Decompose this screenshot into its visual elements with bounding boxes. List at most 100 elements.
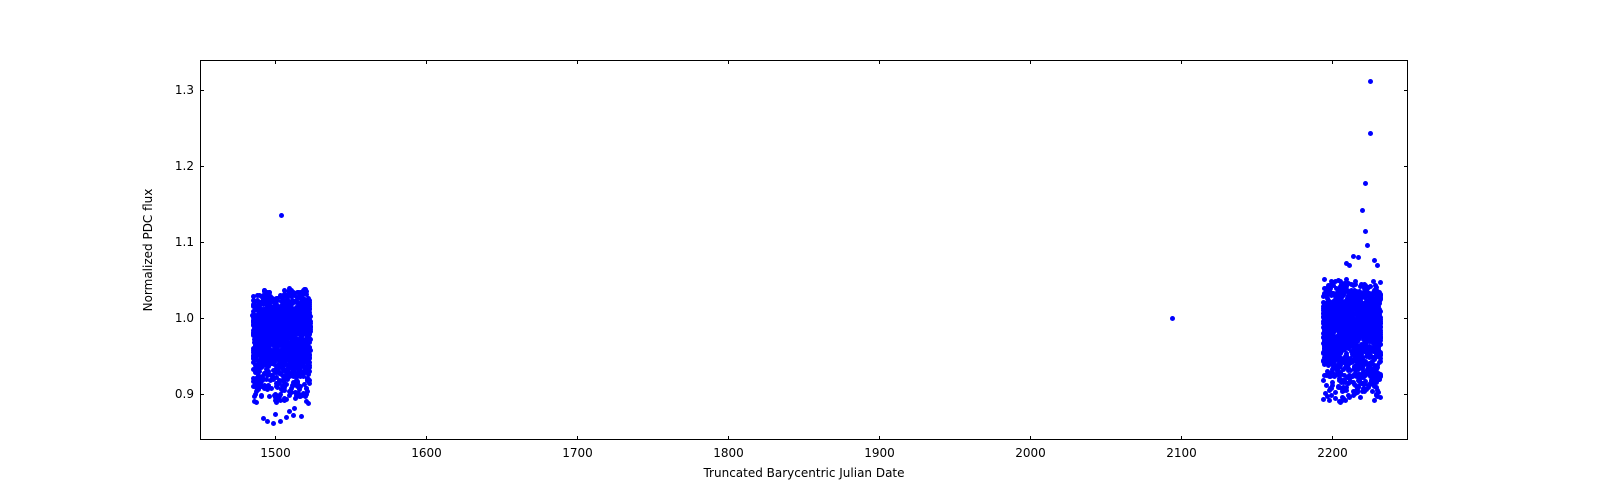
scatter-point <box>305 378 310 383</box>
scatter-point <box>1369 300 1374 305</box>
y-tick-label: 1.3 <box>175 83 194 97</box>
x-axis-label: Truncated Barycentric Julian Date <box>703 466 904 480</box>
y-tick-label: 1.2 <box>175 159 194 173</box>
scatter-point <box>256 361 261 366</box>
y-tick-label: 1.0 <box>175 311 194 325</box>
scatter-point <box>264 377 269 382</box>
x-tick <box>426 436 427 440</box>
scatter-point <box>1322 373 1327 378</box>
x-tick-label: 1500 <box>260 446 291 460</box>
scatter-point <box>284 415 289 420</box>
scatter-point <box>1378 374 1383 379</box>
scatter-point <box>1375 334 1380 339</box>
scatter-point <box>296 327 301 332</box>
scatter-point <box>281 374 286 379</box>
scatter-point <box>296 347 301 352</box>
scatter-point <box>1375 309 1380 314</box>
scatter-point <box>1333 390 1338 395</box>
scatter-point <box>267 394 272 399</box>
scatter-point <box>1342 321 1347 326</box>
y-tick <box>200 90 204 91</box>
scatter-point <box>272 304 277 309</box>
scatter-point <box>1363 181 1368 186</box>
scatter-point <box>1376 300 1381 305</box>
scatter-point <box>295 359 300 364</box>
x-tick <box>1030 436 1031 440</box>
scatter-point <box>259 347 264 352</box>
scatter-point <box>1351 254 1356 259</box>
y-tick <box>1404 394 1408 395</box>
y-tick <box>200 242 204 243</box>
scatter-point <box>1347 263 1352 268</box>
scatter-point <box>1322 277 1327 282</box>
scatter-point <box>1336 384 1341 389</box>
scatter-point <box>277 381 282 386</box>
scatter-point <box>252 303 257 308</box>
scatter-point <box>282 398 287 403</box>
scatter-point <box>1351 283 1356 288</box>
scatter-point <box>260 384 265 389</box>
scatter-point <box>1365 243 1370 248</box>
scatter-point <box>1353 355 1358 360</box>
scatter-point <box>275 298 280 303</box>
scatter-point <box>1368 79 1373 84</box>
scatter-point <box>281 358 286 363</box>
x-tick <box>577 60 578 64</box>
scatter-point <box>1372 384 1377 389</box>
scatter-point <box>1370 347 1375 352</box>
x-tick-label: 2200 <box>1317 446 1348 460</box>
figure: Truncated Barycentric Julian Date Normal… <box>0 0 1600 500</box>
scatter-point <box>1328 386 1333 391</box>
scatter-point <box>1378 359 1383 364</box>
scatter-point <box>251 346 256 351</box>
x-tick-label: 2000 <box>1015 446 1046 460</box>
scatter-point <box>1347 316 1352 321</box>
scatter-point <box>1333 279 1338 284</box>
x-tick <box>1332 436 1333 440</box>
scatter-point <box>1170 316 1175 321</box>
scatter-point <box>269 312 274 317</box>
scatter-point <box>272 346 277 351</box>
scatter-point <box>1359 372 1364 377</box>
x-tick <box>1332 60 1333 64</box>
scatter-point <box>1368 131 1373 136</box>
x-tick-label: 1800 <box>713 446 744 460</box>
scatter-point <box>1337 327 1342 332</box>
x-tick <box>879 60 880 64</box>
scatter-point <box>277 363 282 368</box>
scatter-point <box>299 414 304 419</box>
x-tick <box>275 436 276 440</box>
scatter-point <box>1344 388 1349 393</box>
scatter-point <box>1321 378 1326 383</box>
scatter-point <box>1362 329 1367 334</box>
scatter-point <box>1360 365 1365 370</box>
scatter-point <box>1330 380 1335 385</box>
scatter-point <box>291 374 296 379</box>
x-tick-label: 1700 <box>562 446 593 460</box>
y-tick-label: 0.9 <box>175 387 194 401</box>
x-tick <box>577 436 578 440</box>
scatter-point <box>307 320 312 325</box>
scatter-point <box>1360 313 1365 318</box>
scatter-point <box>1346 305 1351 310</box>
scatter-point <box>1357 349 1362 354</box>
scatter-point <box>1355 388 1360 393</box>
y-tick <box>200 166 204 167</box>
scatter-point <box>1341 337 1346 342</box>
scatter-point <box>1335 346 1340 351</box>
scatter-point <box>277 394 282 399</box>
scatter-point <box>1357 334 1362 339</box>
scatter-point <box>1378 280 1383 285</box>
scatter-point <box>1326 299 1331 304</box>
scatter-point <box>269 356 274 361</box>
scatter-point <box>1345 356 1350 361</box>
y-tick <box>1404 166 1408 167</box>
scatter-point <box>258 378 263 383</box>
scatter-point <box>306 332 311 337</box>
plot-area <box>200 60 1408 440</box>
scatter-point <box>1350 374 1355 379</box>
scatter-point <box>1356 255 1361 260</box>
y-tick <box>1404 90 1408 91</box>
x-tick <box>728 436 729 440</box>
scatter-point <box>1330 292 1335 297</box>
